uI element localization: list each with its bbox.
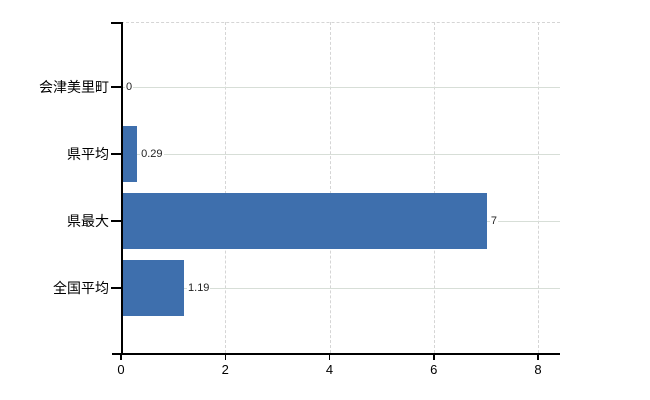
bar [122, 193, 487, 249]
y-axis-tick [111, 22, 121, 24]
vertical-gridline [433, 22, 435, 353]
value-label: 1.19 [187, 281, 211, 295]
value-label: 7 [489, 214, 498, 228]
x-tick-label: 8 [534, 362, 542, 377]
x-axis-tick [328, 353, 331, 360]
vertical-gridline [329, 22, 331, 353]
x-tick-label: 4 [325, 362, 334, 377]
category-label: 県平均 [67, 146, 109, 162]
value-label: 0 [125, 80, 134, 94]
x-axis-tick [120, 353, 122, 360]
plot-top-border [121, 22, 560, 23]
x-tick-label: 0 [117, 362, 125, 377]
bar [122, 126, 138, 182]
y-axis [121, 22, 123, 353]
y-axis-tick [111, 287, 121, 289]
vertical-gridline [225, 22, 227, 353]
y-axis-tick [111, 86, 121, 88]
y-axis-tick [111, 220, 121, 222]
vertical-gridline [538, 22, 539, 353]
y-axis-tick [111, 153, 121, 155]
x-axis [112, 353, 560, 355]
category-label: 全国平均 [53, 280, 109, 296]
horizontal-gridline [121, 87, 560, 88]
horizontal-gridline [121, 288, 560, 289]
category-label: 会津美里町 [39, 79, 109, 95]
horizontal-gridline [121, 154, 560, 155]
x-axis-tick [224, 353, 226, 360]
category-label: 県最大 [67, 213, 109, 229]
x-axis-tick [537, 353, 539, 360]
bar [122, 260, 185, 316]
x-axis-tick [433, 353, 435, 360]
x-tick-label: 6 [430, 362, 438, 377]
x-tick-label: 2 [221, 362, 229, 377]
value-label: 0.29 [140, 147, 164, 161]
